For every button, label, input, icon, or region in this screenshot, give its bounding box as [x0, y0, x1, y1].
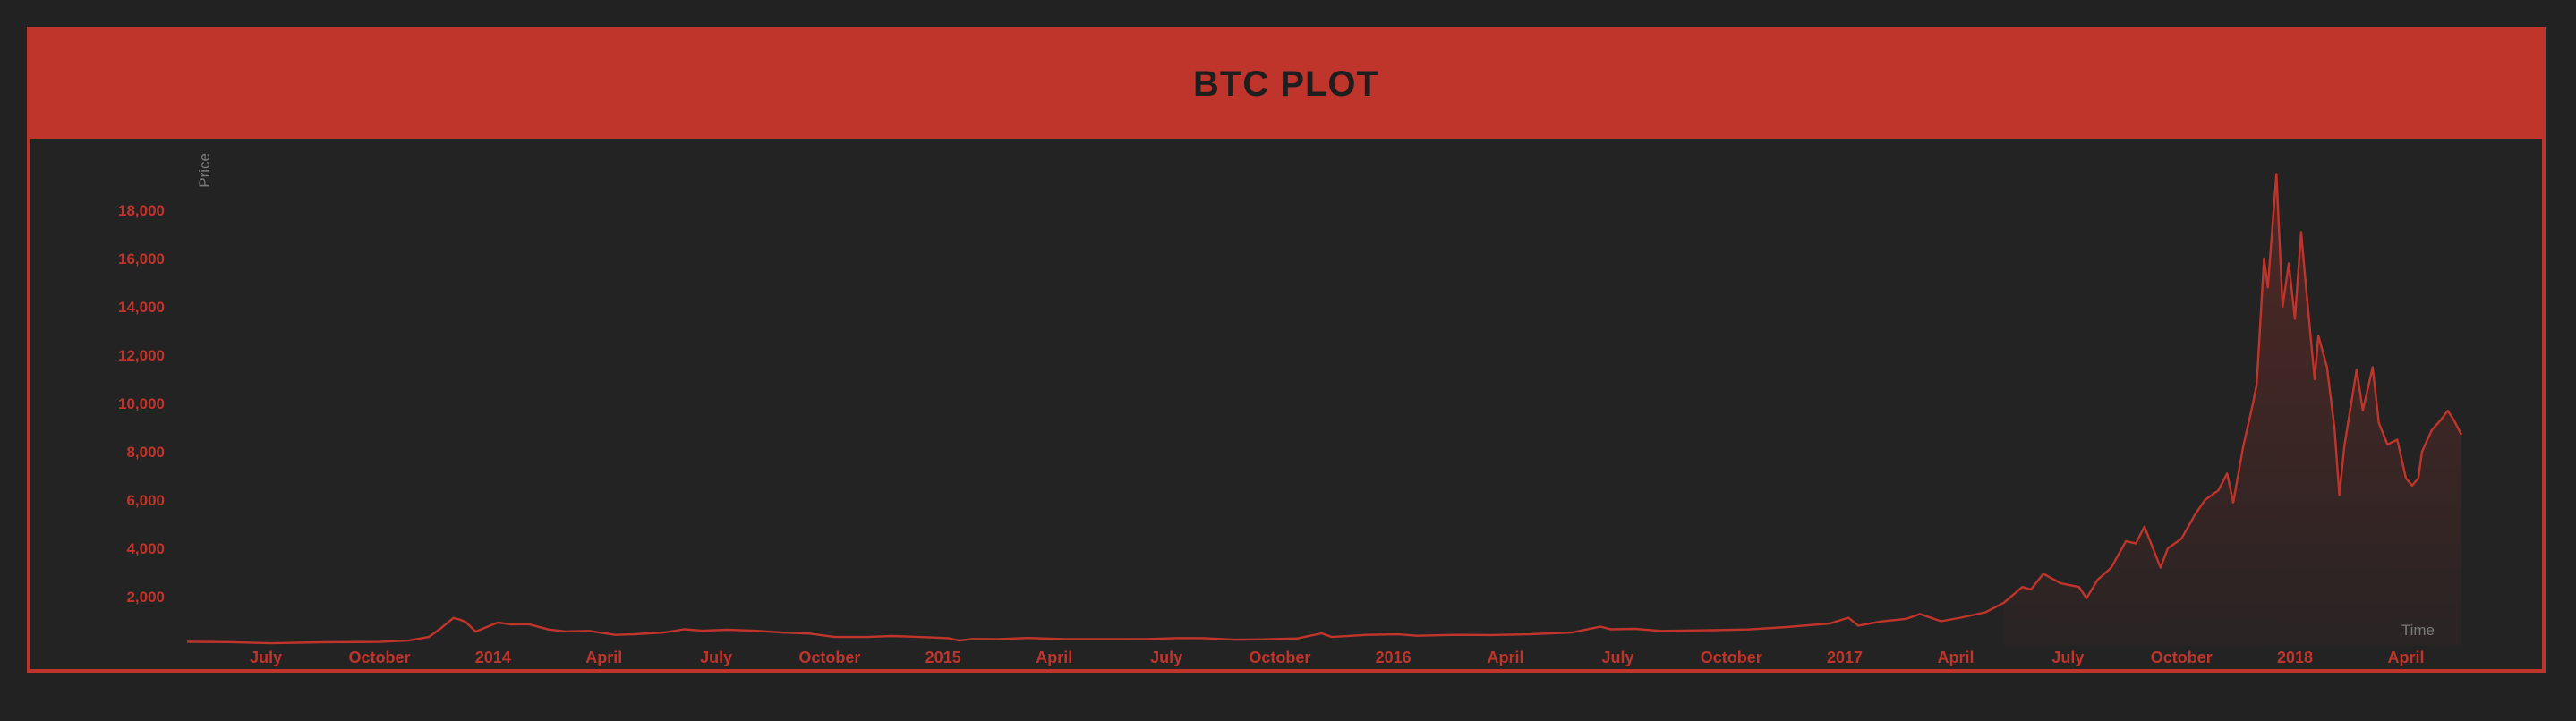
- y-tick-label: 10,000: [118, 395, 165, 412]
- x-tick-label: 2016: [1376, 649, 1412, 666]
- x-tick-label: April: [1488, 649, 1524, 666]
- x-tick-label: 2017: [1827, 649, 1863, 666]
- chart-title: BTC PLOT: [1193, 64, 1379, 104]
- y-axis-label: Price: [196, 153, 213, 188]
- y-axis-ticks: 2,000 4,000 6,000 8,000 10,000 12,000 14,000 16…: [118, 202, 165, 606]
- price-area: [2003, 174, 2461, 645]
- x-tick-label: October: [2151, 649, 2213, 666]
- x-tick-label: July: [700, 649, 732, 666]
- x-tick-label: April: [1938, 649, 1975, 666]
- x-tick-label: July: [1150, 649, 1182, 666]
- x-tick-label: 2014: [475, 649, 511, 666]
- y-tick-label: 12,000: [118, 347, 165, 364]
- y-tick-label: 6,000: [126, 492, 165, 509]
- y-tick-label: 14,000: [118, 299, 165, 316]
- price-line: [186, 173, 2463, 645]
- y-tick-label: 4,000: [126, 540, 165, 557]
- btc-price-chart: 2,000 4,000 6,000 8,000 10,000 12,000 14,000 16…: [118, 153, 2463, 666]
- x-tick-label: April: [2387, 649, 2424, 666]
- x-tick-label: July: [1601, 649, 1633, 666]
- y-tick-label: 18,000: [118, 202, 165, 219]
- x-tick-label: 2015: [925, 649, 961, 666]
- y-tick-label: 2,000: [126, 589, 165, 606]
- x-tick-label: April: [1036, 649, 1072, 666]
- x-axis-ticks: July October 2014 April July October 2015 April…: [250, 649, 2424, 666]
- y-tick-label: 8,000: [126, 444, 165, 461]
- x-axis-label: Time: [2401, 622, 2435, 639]
- x-tick-label: 2018: [2277, 649, 2313, 666]
- x-tick-label: October: [798, 649, 860, 666]
- x-tick-label: October: [1701, 649, 1762, 666]
- x-tick-label: July: [2051, 649, 2084, 666]
- x-tick-label: July: [250, 649, 282, 666]
- x-tick-label: October: [348, 649, 410, 666]
- chart-header: BTC PLOT: [30, 30, 2542, 139]
- y-tick-label: 16,000: [118, 250, 165, 267]
- x-tick-label: October: [1249, 649, 1310, 666]
- chart-panel: BTC PLOT 2,000 4,000 6,000 8,000 10,000 12,00…: [27, 27, 2546, 673]
- x-tick-label: April: [585, 649, 622, 666]
